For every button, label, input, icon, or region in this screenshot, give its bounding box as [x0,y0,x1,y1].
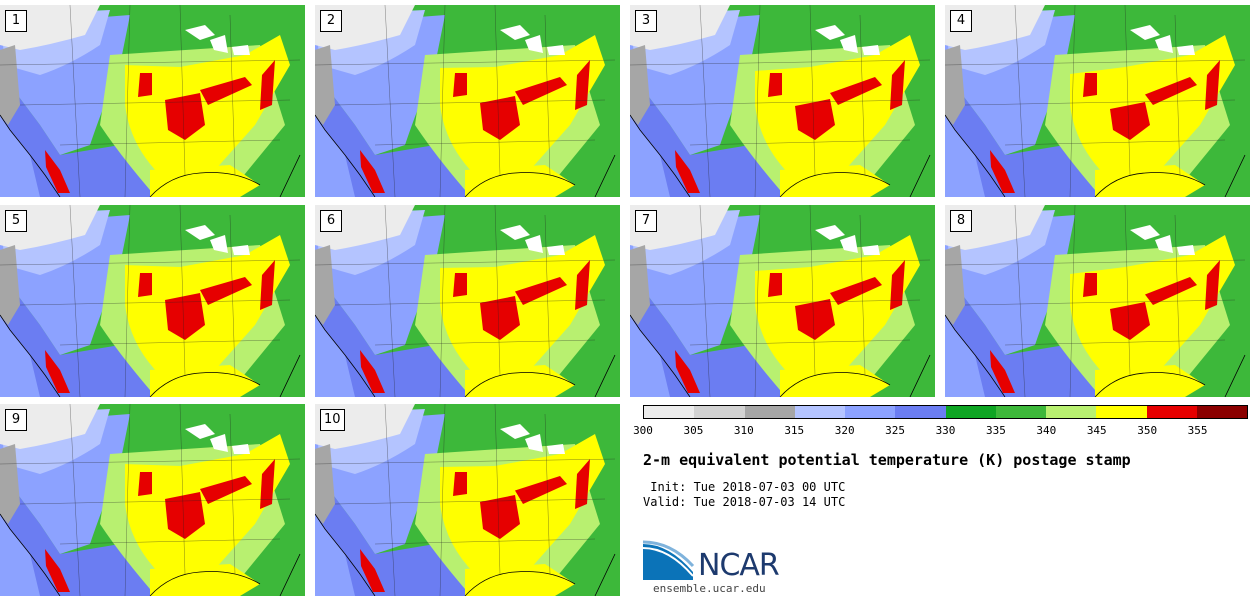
member-label: 6 [320,210,342,232]
member-panel-4: 4 [945,5,1250,197]
colorbar-tick-label: 335 [985,424,1006,437]
colorbar-segment [1096,406,1147,418]
colorbar-tick-label: 325 [885,424,906,437]
plot-title: 2-m equivalent potential temperature (K)… [643,451,1131,469]
member-panel-5: 5 [0,205,305,397]
colorbar-tick-label: 340 [1036,424,1057,437]
member-label: 4 [950,10,972,32]
colorbar-segment [694,406,745,418]
colorbar-segment [1196,406,1247,418]
member-label: 8 [950,210,972,232]
colorbar-tick-label: 355 [1187,424,1208,437]
colorbar [643,405,1248,419]
member-label: 2 [320,10,342,32]
member-label: 9 [5,409,27,431]
member-label: 3 [635,10,657,32]
map-10 [315,404,620,596]
map-8 [945,205,1250,397]
member-panel-7: 7 [630,205,935,397]
map-1 [0,5,305,197]
colorbar-tick-label: 315 [784,424,805,437]
colorbar-tick-label: 305 [683,424,704,437]
member-panel-6: 6 [315,205,620,397]
colorbar-segment [945,406,996,418]
colorbar-segment [644,406,695,418]
map-2 [315,5,620,197]
colorbar-segment [744,406,795,418]
init-time: Init: Tue 2018-07-03 00 UTC [643,480,846,494]
colorbar-tick-label: 320 [834,424,855,437]
colorbar-segment [995,406,1046,418]
logo-url: ensemble.ucar.edu [653,582,766,595]
map-9 [0,404,305,596]
ncar-logo: NCAR [643,540,793,595]
member-panel-1: 1 [0,5,305,197]
colorbar-tick-label: 330 [935,424,956,437]
colorbar-segment [1046,406,1097,418]
member-panel-10: 10 [315,404,620,596]
colorbar-legend: 300 305 310 315 320 325 330 335 340 345 350 355 [633,405,1248,441]
colorbar-segment [794,406,845,418]
map-4 [945,5,1250,197]
colorbar-tick-label: 300 [633,424,653,437]
colorbar-tick-label: 350 [1137,424,1158,437]
colorbar-tick-label: 310 [733,424,754,437]
colorbar-tick-label: 345 [1086,424,1107,437]
colorbar-segment [845,406,896,418]
map-6 [315,205,620,397]
logo-text: NCAR [698,548,780,583]
member-panel-9: 9 [0,404,305,596]
member-label: 5 [5,210,27,232]
valid-time: Valid: Tue 2018-07-03 14 UTC [643,495,846,509]
colorbar-segment [1146,406,1197,418]
member-panel-2: 2 [315,5,620,197]
member-label: 10 [320,409,345,431]
map-5 [0,205,305,397]
ncar-swoosh-icon [643,540,695,580]
member-panel-8: 8 [945,205,1250,397]
member-panel-3: 3 [630,5,935,197]
colorbar-segment [895,406,946,418]
map-7 [630,205,935,397]
member-label: 7 [635,210,657,232]
map-3 [630,5,935,197]
member-label: 1 [5,10,27,32]
